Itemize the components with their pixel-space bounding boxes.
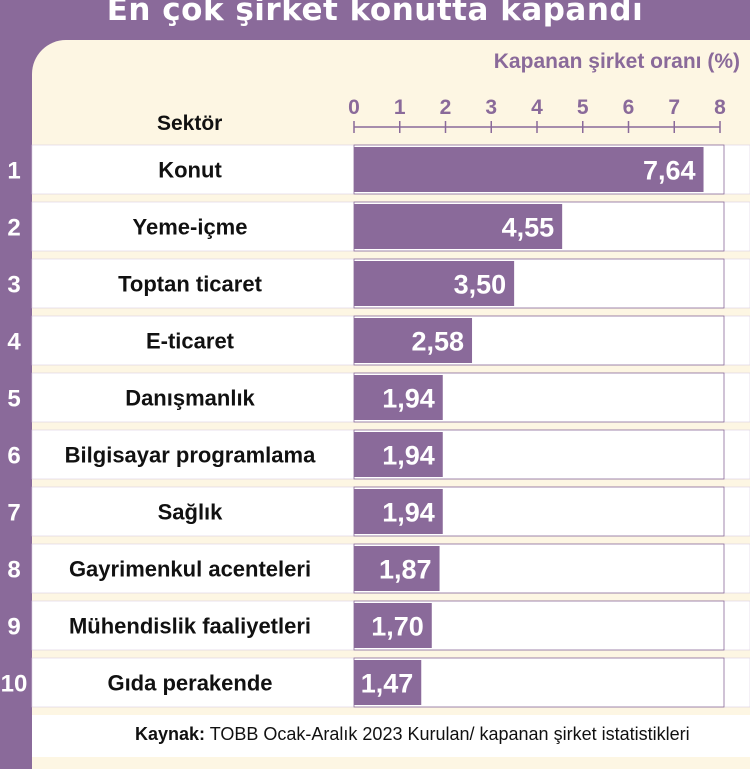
source-text: TOBB Ocak-Aralık 2023 Kurulan/ kapanan ş… (209, 724, 690, 744)
x-tick-label: 0 (348, 96, 360, 119)
bar (354, 489, 443, 534)
bar (354, 546, 440, 591)
value-label: 4,55 (502, 213, 555, 243)
x-tick-label: 8 (714, 96, 726, 119)
category-label: Yeme-içme (133, 215, 248, 240)
value-label: 2,58 (411, 327, 464, 357)
rank-label: 7 (7, 500, 20, 527)
x-tick-label: 4 (531, 96, 543, 119)
bar (354, 147, 704, 192)
category-label: Gayrimenkul acenteleri (69, 557, 311, 582)
category-label: Gıda perakende (107, 671, 272, 696)
x-tick-label: 6 (623, 96, 635, 119)
rank-label: 2 (7, 215, 20, 242)
value-label: 1,94 (382, 384, 435, 414)
bar (354, 603, 432, 648)
bar (354, 432, 443, 477)
rank-label: 6 (7, 443, 20, 470)
value-label: 1,87 (379, 555, 432, 585)
y-axis-title: Sektör (157, 112, 223, 135)
bar (354, 375, 443, 420)
source-background (32, 715, 750, 757)
value-label: 1,70 (371, 612, 424, 642)
rank-label: 9 (7, 614, 20, 641)
category-label: Danışmanlık (125, 386, 255, 411)
x-tick-label: 5 (577, 96, 589, 119)
source-note: Kaynak: TOBB Ocak-Aralık 2023 Kurulan/ k… (135, 724, 690, 745)
category-label: Bilgisayar programlama (65, 443, 316, 468)
rank-label: 8 (7, 557, 20, 584)
x-tick-label: 2 (440, 96, 452, 119)
value-label: 1,94 (382, 441, 435, 471)
category-label: Toptan ticaret (118, 272, 263, 297)
rank-label: 1 (7, 158, 20, 185)
x-tick-label: 1 (394, 96, 406, 119)
value-label: 1,47 (361, 669, 414, 699)
bar (354, 261, 515, 306)
rank-label: 5 (7, 386, 20, 413)
category-label: Konut (158, 158, 222, 183)
bar (354, 204, 563, 249)
category-label: E-ticaret (146, 329, 235, 354)
value-label: 7,64 (643, 156, 696, 186)
chart-title: En çok şirket konutta kapandı (106, 0, 644, 28)
x-axis-title: Kapanan şirket oranı (%) (493, 50, 740, 73)
rank-label: 10 (1, 671, 28, 698)
x-tick-label: 7 (668, 96, 680, 119)
source-label: Kaynak: (135, 724, 206, 744)
bar (354, 660, 422, 705)
value-label: 3,50 (454, 270, 507, 300)
value-label: 1,94 (382, 498, 435, 528)
rank-label: 3 (7, 272, 20, 299)
rank-label: 4 (7, 329, 21, 356)
x-tick-label: 3 (485, 96, 497, 119)
bar (354, 318, 473, 363)
category-label: Mühendislik faaliyetleri (69, 614, 311, 639)
category-label: Sağlık (158, 500, 224, 525)
